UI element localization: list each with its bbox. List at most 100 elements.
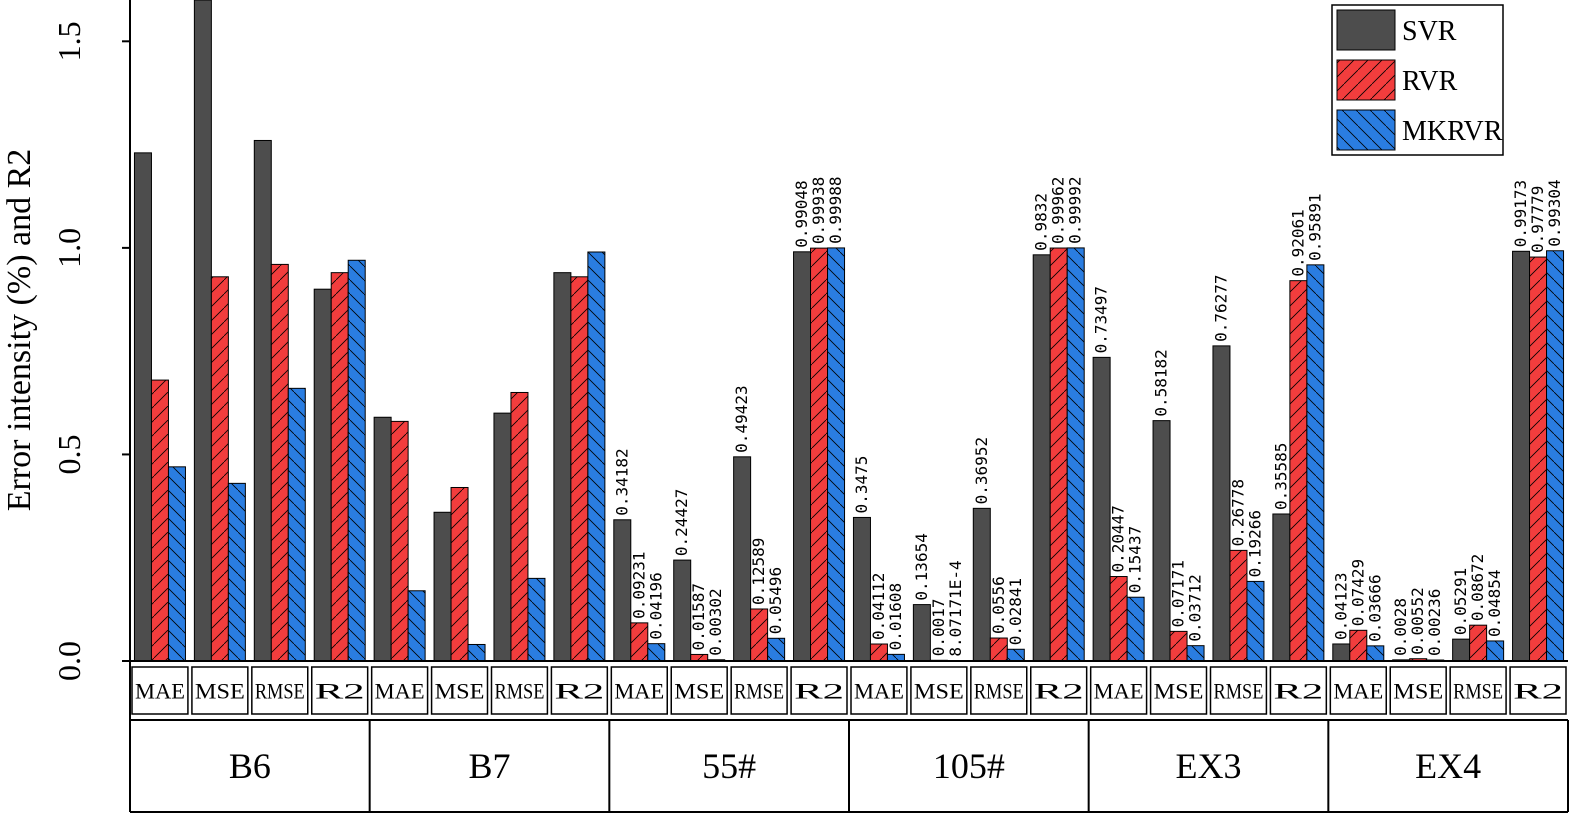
legend-label: SVR: [1402, 16, 1457, 47]
y-axis-label: Error intensity (%) and R2: [1, 149, 38, 512]
category-cell: [311, 666, 369, 715]
bar-hatch: [1306, 264, 1324, 661]
category-cell: [191, 666, 249, 715]
value-label: 0.13654: [912, 533, 931, 600]
bar-hatch: [827, 247, 845, 661]
value-label: 0.12589: [749, 538, 768, 605]
legend-hatch: [1337, 60, 1395, 100]
category-cell: [1329, 666, 1388, 715]
bar-hatch: [1546, 250, 1564, 661]
category-cell: [790, 666, 848, 715]
x-tick-label: RMSE: [1453, 679, 1503, 704]
value-label: 0.03666: [1365, 574, 1384, 641]
group-label: B7: [468, 746, 510, 786]
value-label: 0.36952: [972, 437, 991, 504]
x-tick-label: RMSE: [255, 679, 305, 704]
bar: [553, 272, 572, 661]
value-label: 8.07171E-4: [946, 560, 965, 656]
value-label: 0.19266: [1245, 510, 1264, 577]
x-tick-label: MAE: [854, 679, 904, 704]
value-label: 0.05496: [766, 567, 785, 634]
bar: [1092, 356, 1111, 661]
category-cell: [850, 666, 908, 715]
bar-hatch: [887, 654, 905, 661]
bar-hatch: [1469, 625, 1487, 661]
bar: [133, 152, 152, 661]
value-label: 0.76277: [1211, 274, 1230, 341]
value-label: 0.01587: [689, 583, 708, 650]
x-tick-label: MAE: [614, 679, 664, 704]
x-tick-label: MSE: [195, 679, 245, 704]
bar-hatch: [1127, 597, 1145, 661]
value-label: 0.03712: [1186, 574, 1205, 641]
bar: [1272, 513, 1291, 661]
value-label: 0.09231: [629, 551, 648, 618]
bar-hatch: [1050, 248, 1068, 661]
legend-label: MKRVR: [1402, 116, 1503, 147]
bar-hatch: [271, 264, 289, 661]
y-tick-label: 1.0: [51, 228, 87, 268]
bar: [912, 604, 931, 661]
bar-hatch: [1289, 280, 1307, 661]
bar: [493, 412, 512, 661]
value-label: 0.00236: [1425, 589, 1444, 656]
value-label: 0.95891: [1305, 193, 1324, 260]
group-label: B6: [229, 746, 271, 786]
category-cell: [1389, 666, 1447, 715]
x-tick-label: R2: [554, 679, 604, 704]
category-cell: [370, 666, 429, 715]
x-tick-label: MSE: [1154, 679, 1204, 704]
x-tick-label: R2: [315, 679, 365, 704]
group-label: 55#: [702, 746, 756, 786]
value-label: 0.3475: [852, 456, 871, 514]
category-cell: [430, 666, 489, 715]
x-tick-label: RMSE: [974, 679, 1024, 704]
value-label: 0.58182: [1152, 349, 1171, 416]
value-label: 0.15437: [1126, 526, 1145, 593]
bar: [253, 139, 272, 661]
bar: [1152, 420, 1171, 661]
x-tick-label: MAE: [1333, 679, 1383, 704]
bar-hatch: [1486, 640, 1504, 661]
bar-hatch: [990, 638, 1008, 661]
category-cell: [1149, 666, 1208, 715]
x-tick-label: R2: [794, 679, 844, 704]
bar: [1512, 250, 1531, 661]
value-label: 0.34182: [612, 448, 631, 515]
y-tick-label: 0.0: [51, 641, 87, 681]
x-tick-label: MAE: [1094, 679, 1144, 704]
bar: [613, 519, 632, 661]
y-tick-label: 1.5: [51, 21, 87, 61]
legend-hatch: [1337, 110, 1395, 150]
bar-hatch: [1170, 631, 1188, 661]
bar-hatch: [1110, 576, 1128, 661]
value-label: 0.08672: [1468, 554, 1487, 621]
y-tick-label: 0.5: [51, 434, 87, 474]
bar-hatch: [168, 466, 186, 661]
value-label: 0.07429: [1348, 559, 1367, 626]
bar: [852, 516, 871, 661]
x-tick-label: MAE: [135, 679, 185, 704]
value-label: 0.24427: [672, 489, 691, 556]
x-tick-label: MSE: [1393, 679, 1443, 704]
value-label: 0.99962: [1049, 177, 1068, 244]
bar: [1212, 345, 1231, 661]
value-label: 0.49423: [732, 385, 751, 452]
bar-hatch: [1246, 581, 1264, 661]
bar-hatch: [587, 252, 605, 661]
value-label: 0.99988: [826, 176, 845, 243]
bar-hatch: [810, 248, 828, 661]
category-cell: [1030, 666, 1088, 715]
group-label: EX4: [1415, 746, 1481, 786]
value-label: 0.01608: [886, 583, 905, 650]
bar-hatch: [527, 578, 545, 661]
bar-hatch: [510, 392, 528, 661]
value-label: 0.99173: [1511, 180, 1530, 247]
bar-hatch: [1529, 257, 1547, 661]
value-label: 0.02841: [1006, 578, 1025, 645]
category-cell: [910, 666, 968, 715]
bar-hatch: [1007, 649, 1025, 661]
bar: [313, 288, 332, 661]
x-tick-label: R2: [1273, 679, 1323, 704]
